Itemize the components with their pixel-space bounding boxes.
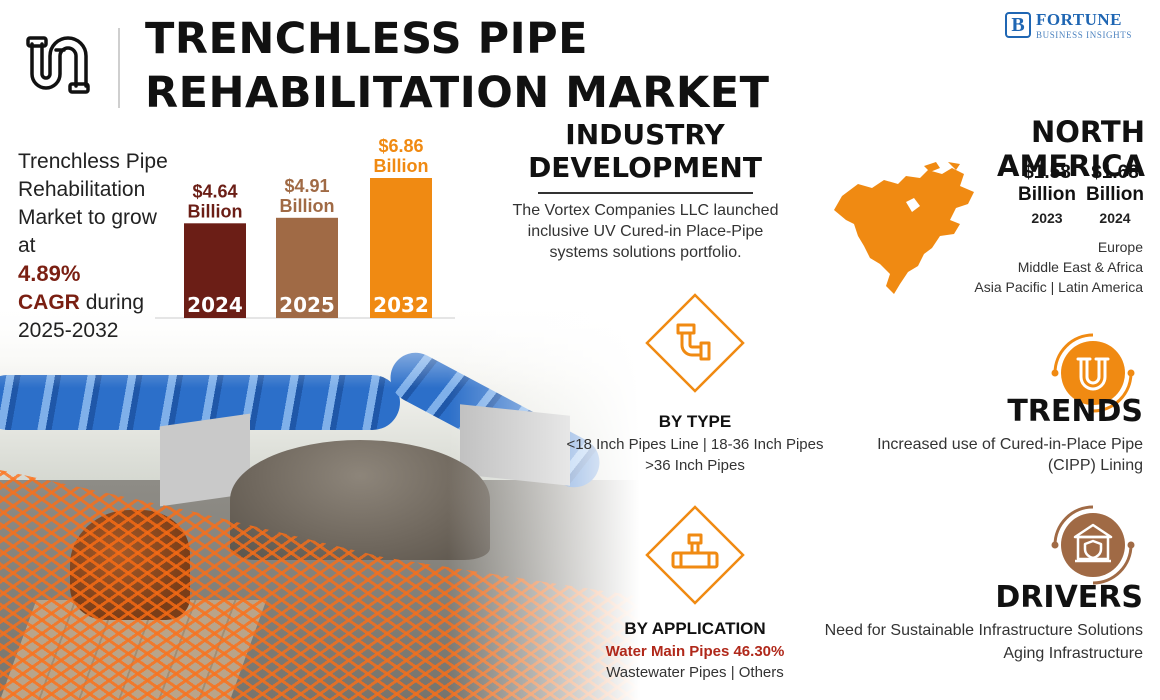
brand-logo: B FORTUNE BUSINESS INSIGHTS (1005, 10, 1145, 46)
drivers-title: DRIVERS (995, 580, 1143, 615)
region-item: Middle East & Africa (1017, 259, 1143, 275)
by-type-segments: <18 Inch Pipes Line | 18-36 Inch Pipes >… (566, 436, 824, 474)
market-size-bar-chart: 2024 $4.64 Billion 2025 $4.91 Billion 2032 $6.8… (155, 136, 455, 319)
page-title: TRENCHLESS PIPE REHABILITATION MARKET (145, 14, 770, 118)
bar-category-label: 2024 (187, 293, 243, 317)
pipe-fitting-type-icon (645, 293, 745, 393)
brand-name: FORTUNE (1036, 10, 1123, 29)
bar-category-label: 2032 (373, 293, 429, 317)
growth-period: during 2025-2032 (18, 291, 145, 342)
region-item: Asia Pacific | Latin America (974, 279, 1143, 295)
bar-2032 (370, 178, 432, 318)
bar-2025 (276, 217, 338, 318)
top-application-highlight: Water Main Pipes 46.30% (605, 643, 785, 660)
na-year-2023: 2023 (1031, 210, 1063, 226)
header-divider (118, 28, 120, 108)
other-regions-list: Europe Middle East & Africa Asia Pacific… (900, 237, 1143, 297)
na-year-2024: 2024 (1099, 210, 1131, 226)
pipe-logo-icon (26, 36, 90, 94)
pipe-valve-application-icon (645, 505, 745, 605)
north-america-title: NORTH AMERICA (997, 115, 1145, 183)
cagr-label: CAGR (18, 291, 80, 314)
by-type-title: BY TYPE (658, 412, 732, 431)
industry-divider (538, 192, 753, 194)
bar-category-label: 2025 (279, 293, 335, 317)
by-application-segments: Water Main Pipes 46.30% Wastewater Pipes… (560, 641, 830, 683)
trends-title: TRENDS (1007, 394, 1143, 429)
na-value-2023: $1.58 Billion (1017, 162, 1077, 205)
bar-value-label: $6.86 Billion (374, 136, 429, 176)
brand-subtitle: BUSINESS INSIGHTS (1036, 30, 1132, 40)
construction-photo (0, 300, 640, 700)
industry-development-title: INDUSTRY DEVELOPMENT (528, 118, 762, 184)
infrastructure-driver-icon (1051, 505, 1135, 585)
growth-intro: Trenchless Pipe Rehabilitation Market to… (18, 150, 168, 257)
growth-statement: Trenchless Pipe Rehabilitation Market to… (18, 148, 168, 345)
trends-text: Increased use of Cured-in-Place Pipe (CI… (877, 436, 1143, 474)
pipe-trend-icon (1051, 333, 1135, 413)
bar-value-label: $4.64 Billion (188, 181, 243, 221)
na-value-2024: $1.68 Billion (1085, 162, 1145, 205)
industry-development-text: The Vortex Companies LLC launched inclus… (512, 202, 779, 261)
drivers-text: Need for Sustainable Infrastructure Solu… (824, 622, 1143, 662)
region-item: Europe (1097, 239, 1143, 255)
by-application-title: BY APPLICATION (624, 619, 766, 638)
bar-2024 (184, 223, 246, 318)
cagr-value: 4.89% (18, 261, 81, 286)
bar-value-label: $4.91 Billion (280, 176, 335, 216)
brand-mark-icon: B (1005, 12, 1031, 38)
north-america-map-icon (834, 162, 974, 294)
